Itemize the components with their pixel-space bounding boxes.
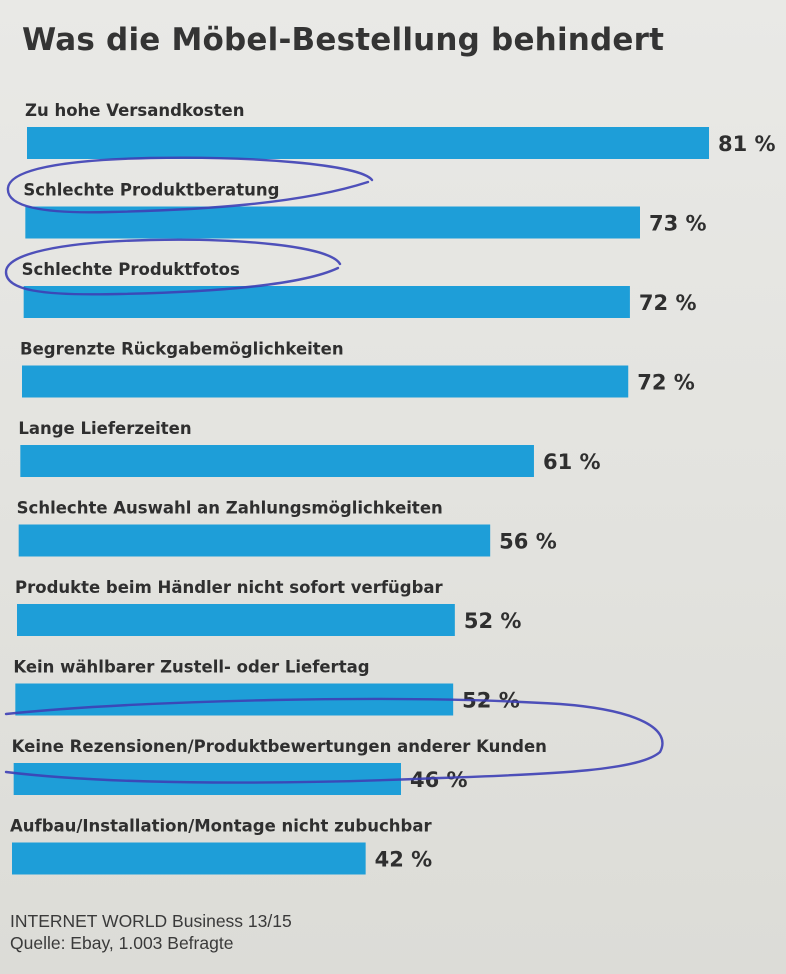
bar bbox=[20, 445, 534, 477]
circle-rezensionen bbox=[4, 697, 664, 784]
bar-row: Aufbau/Installation/Montage nicht zubuch… bbox=[10, 817, 432, 875]
category-label: Kein wählbarer Zustell- oder Liefertag bbox=[13, 658, 369, 677]
bar bbox=[12, 842, 366, 875]
bar bbox=[22, 365, 629, 398]
bar bbox=[23, 286, 630, 318]
bar-row: Zu hohe Versandkosten 81 % bbox=[25, 101, 776, 159]
circle-produktberatung bbox=[6, 156, 374, 214]
category-label: Aufbau/Installation/Montage nicht zubuch… bbox=[10, 817, 432, 836]
category-label: Schlechte Auswahl an Zahlungsmöglichkeit… bbox=[17, 499, 443, 518]
category-label: Begrenzte Rückgabemöglichkeiten bbox=[20, 340, 344, 359]
bar-row: Schlechte Produktfotos 72 % bbox=[22, 260, 697, 318]
bar-row: Schlechte Auswahl an Zahlungsmöglichkeit… bbox=[17, 499, 557, 557]
value-label: 81 % bbox=[718, 132, 776, 156]
category-label: Produkte beim Händler nicht sofort verfü… bbox=[15, 578, 444, 597]
value-label: 72 % bbox=[637, 371, 695, 395]
bar-row: Schlechte Produktberatung 73 % bbox=[23, 181, 707, 239]
circle-produktfotos bbox=[4, 238, 342, 296]
category-label: Zu hohe Versandkosten bbox=[25, 101, 244, 120]
bar bbox=[18, 524, 491, 557]
source-credit: Quelle: Ebay, 1.003 Befragte bbox=[10, 933, 234, 953]
bar bbox=[17, 604, 455, 636]
value-label: 73 % bbox=[649, 212, 707, 236]
source-publication: INTERNET WORLD Business 13/15 bbox=[10, 911, 292, 931]
category-label: Lange Lieferzeiten bbox=[18, 419, 191, 438]
category-label: Schlechte Produktberatung bbox=[23, 181, 279, 200]
bar-row: Lange Lieferzeiten 61 % bbox=[18, 419, 601, 477]
bar-row: Begrenzte Rückgabemöglichkeiten 72 % bbox=[20, 340, 695, 398]
value-label: 42 % bbox=[375, 848, 433, 872]
bar-row: Produkte beim Händler nicht sofort verfü… bbox=[15, 578, 521, 636]
value-label: 61 % bbox=[543, 450, 601, 474]
category-label: Keine Rezensionen/Produktbewertungen and… bbox=[12, 737, 547, 756]
handwritten-annotations bbox=[4, 156, 664, 784]
chart-title: Was die Möbel-Bestellung behindert bbox=[22, 22, 665, 58]
category-label: Schlechte Produktfotos bbox=[22, 260, 240, 279]
bar bbox=[27, 127, 710, 159]
value-label: 72 % bbox=[639, 291, 697, 315]
source-note: INTERNET WORLD Business 13/15 Quelle: Eb… bbox=[10, 910, 292, 954]
value-label: 56 % bbox=[499, 530, 557, 554]
value-label: 52 % bbox=[464, 609, 522, 633]
bar-row: Keine Rezensionen/Produktbewertungen and… bbox=[12, 737, 547, 795]
